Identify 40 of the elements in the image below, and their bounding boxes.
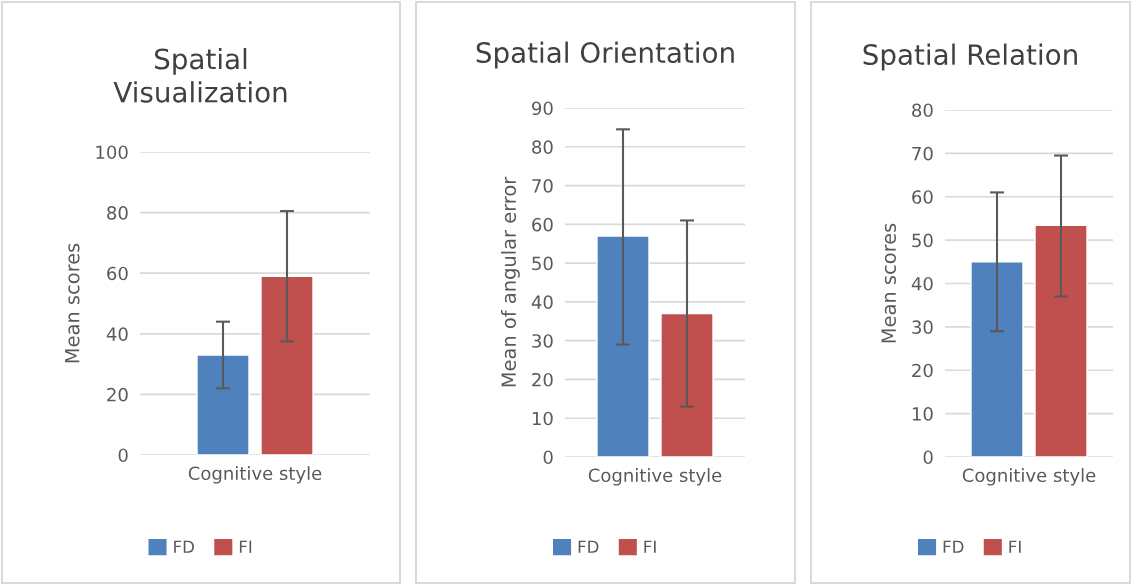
- y-tick-label: 70: [532, 179, 553, 193]
- y-tick-label: 30: [532, 334, 553, 348]
- y-tick-label: 50: [532, 256, 553, 271]
- y-tick-label: 20: [107, 387, 128, 402]
- legend-label: FD: [174, 540, 194, 553]
- y-tick-label: 0: [543, 450, 553, 465]
- y-tick-label: 10: [532, 411, 553, 426]
- legend-label: FI: [1009, 540, 1021, 553]
- legend-label: FI: [239, 540, 252, 553]
- y-axis-title: Mean scores: [65, 243, 80, 363]
- y-tick-label: 60: [532, 217, 553, 232]
- y-tick-label: 20: [532, 372, 553, 387]
- legend-label: FI: [644, 540, 656, 553]
- y-tick-label: 40: [531, 295, 553, 310]
- y-tick-label: 80: [107, 206, 128, 220]
- y-tick-label: 100: [96, 145, 128, 160]
- y-tick-label: 70: [912, 146, 933, 161]
- y-tick-label: 80: [532, 140, 553, 154]
- y-tick-label: 0: [118, 448, 128, 463]
- y-tick-label: 20: [912, 363, 933, 378]
- y-tick-label: 0: [923, 450, 933, 465]
- y-axis-title: Mean scores: [881, 223, 897, 343]
- y-tick-label: 60: [912, 190, 933, 204]
- y-tick-label: 10: [912, 407, 933, 421]
- y-tick-label: 60: [107, 266, 128, 281]
- y-tick-label: 50: [912, 233, 933, 248]
- chart-title: Spatial Orientation: [476, 41, 734, 69]
- y-tick-label: 30: [912, 320, 933, 334]
- x-tick-label: Cognitive style: [188, 466, 322, 484]
- x-tick-label: Cognitive style: [588, 468, 722, 486]
- legend-label: FD: [943, 540, 964, 553]
- y-tick-label: 40: [106, 327, 128, 341]
- chart-title: Spatial Visualization: [113, 47, 287, 103]
- legend-label: FD: [578, 540, 599, 553]
- chart-title: Spatial Relation: [863, 43, 1077, 71]
- y-tick-label: 90: [532, 101, 553, 116]
- x-tick-label: Cognitive style: [962, 468, 1096, 486]
- y-tick-label: 40: [911, 276, 933, 291]
- y-axis-title: Mean of angular error: [500, 176, 520, 387]
- y-tick-label: 80: [912, 103, 933, 118]
